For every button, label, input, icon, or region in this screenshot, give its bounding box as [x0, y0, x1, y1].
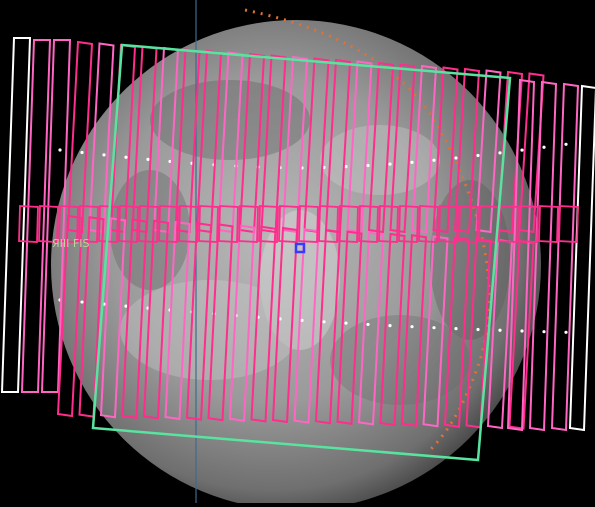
grid-dot [124, 155, 128, 159]
footprint-cell[interactable] [518, 205, 539, 243]
footprint-strip[interactable] [475, 69, 502, 234]
grid-dot [542, 145, 546, 149]
grid-dot [366, 163, 370, 168]
footprint-strip[interactable] [142, 219, 170, 420]
footprint-strip[interactable] [443, 236, 471, 428]
target-marker-icon[interactable] [294, 242, 306, 254]
footprint-strip[interactable] [121, 218, 148, 419]
footprint-cell[interactable] [118, 205, 139, 243]
footprint-strip[interactable] [20, 39, 52, 393]
footprint-strip[interactable] [40, 39, 72, 393]
grid-dot [454, 327, 458, 331]
footprint-cell[interactable] [318, 205, 339, 243]
footprint-cell[interactable] [198, 205, 219, 243]
grid-dot [58, 148, 62, 152]
footprint-strip[interactable] [164, 220, 191, 421]
footprint-cell[interactable] [98, 205, 119, 243]
grid-dot [498, 328, 502, 332]
footprint-strip[interactable] [346, 60, 373, 234]
footprint-cell[interactable] [58, 205, 79, 243]
footprint-cell[interactable] [278, 205, 299, 243]
footprint-strip[interactable] [453, 67, 481, 234]
footprint-strip[interactable] [550, 82, 580, 432]
footprint-strip[interactable] [367, 61, 395, 234]
footprint-strip[interactable] [506, 78, 536, 432]
footprint-cell[interactable] [338, 205, 359, 243]
grid-dot [80, 300, 84, 304]
grid-dot [80, 150, 84, 155]
grid-dot [168, 159, 172, 164]
grid-dot [366, 322, 370, 327]
latitude-grid-dots [58, 142, 568, 334]
field-of-view-frame[interactable] [91, 43, 512, 462]
grid-dot [344, 321, 348, 325]
footprint-cell[interactable] [378, 205, 399, 243]
footprint-strip[interactable] [518, 72, 545, 234]
footprint-cell[interactable] [238, 205, 259, 243]
footprint-cell[interactable] [158, 205, 179, 243]
grid-dot [410, 160, 414, 164]
grid-dot [564, 330, 568, 334]
footprint-cell[interactable] [538, 205, 559, 243]
grid-dot [322, 320, 326, 324]
footprint-cell[interactable] [258, 205, 279, 243]
footprint-cell[interactable] [458, 205, 479, 243]
instrument-footprints[interactable] [0, 37, 595, 432]
footprint-cell[interactable] [18, 205, 39, 243]
grid-dot [124, 304, 128, 308]
grid-dot [388, 162, 392, 166]
footprint-cell[interactable] [358, 205, 379, 243]
grid-dot [432, 158, 436, 162]
footprint-cell[interactable] [38, 205, 59, 243]
footprint-strip[interactable] [422, 235, 449, 428]
footprint-strip[interactable] [432, 66, 459, 234]
footprint-strip[interactable] [0, 37, 32, 393]
footprint-strip[interactable] [389, 63, 416, 234]
footprint-strip[interactable] [314, 229, 342, 425]
grid-dot [542, 330, 546, 334]
footprint-strip[interactable] [228, 224, 256, 422]
grid-dot [476, 327, 480, 332]
footprint-strip[interactable] [250, 225, 277, 423]
footprint-cell[interactable] [138, 205, 159, 243]
grid-dot [388, 323, 392, 328]
grid-dot [564, 142, 568, 146]
footprint-strip[interactable] [185, 222, 213, 421]
grid-dot [300, 318, 304, 322]
footprint-cell[interactable] [418, 205, 439, 243]
terminator-arc [244, 8, 491, 452]
grid-dot [476, 153, 480, 158]
grid-dot [432, 326, 436, 330]
footprint-cell[interactable] [298, 205, 319, 243]
footprint-cell[interactable] [178, 205, 199, 243]
footprint-cell[interactable] [78, 205, 99, 243]
grid-dot [454, 156, 458, 160]
footprint-strip[interactable] [271, 226, 299, 424]
footprint-strip[interactable] [400, 234, 428, 427]
footprint-cell[interactable] [558, 205, 579, 243]
grid-dot [410, 325, 414, 329]
footprint-strip[interactable] [293, 228, 320, 424]
footprint-strip[interactable] [207, 223, 234, 422]
footprint-strip[interactable] [528, 80, 558, 432]
grid-dot [520, 148, 524, 152]
grid-dot [498, 151, 502, 155]
footprint-strip[interactable] [568, 84, 595, 432]
footprint-cell[interactable] [218, 205, 239, 243]
grid-dot [344, 165, 348, 169]
footprint-cell[interactable] [438, 205, 459, 243]
grid-dot [102, 153, 106, 157]
footprint-strip[interactable] [410, 64, 438, 234]
fov-label: ЯIII FIS [52, 237, 90, 250]
footprint-cell[interactable] [398, 205, 419, 243]
grid-dot [146, 157, 150, 162]
grid-dot [520, 329, 524, 333]
footprint-cell[interactable] [498, 205, 519, 243]
